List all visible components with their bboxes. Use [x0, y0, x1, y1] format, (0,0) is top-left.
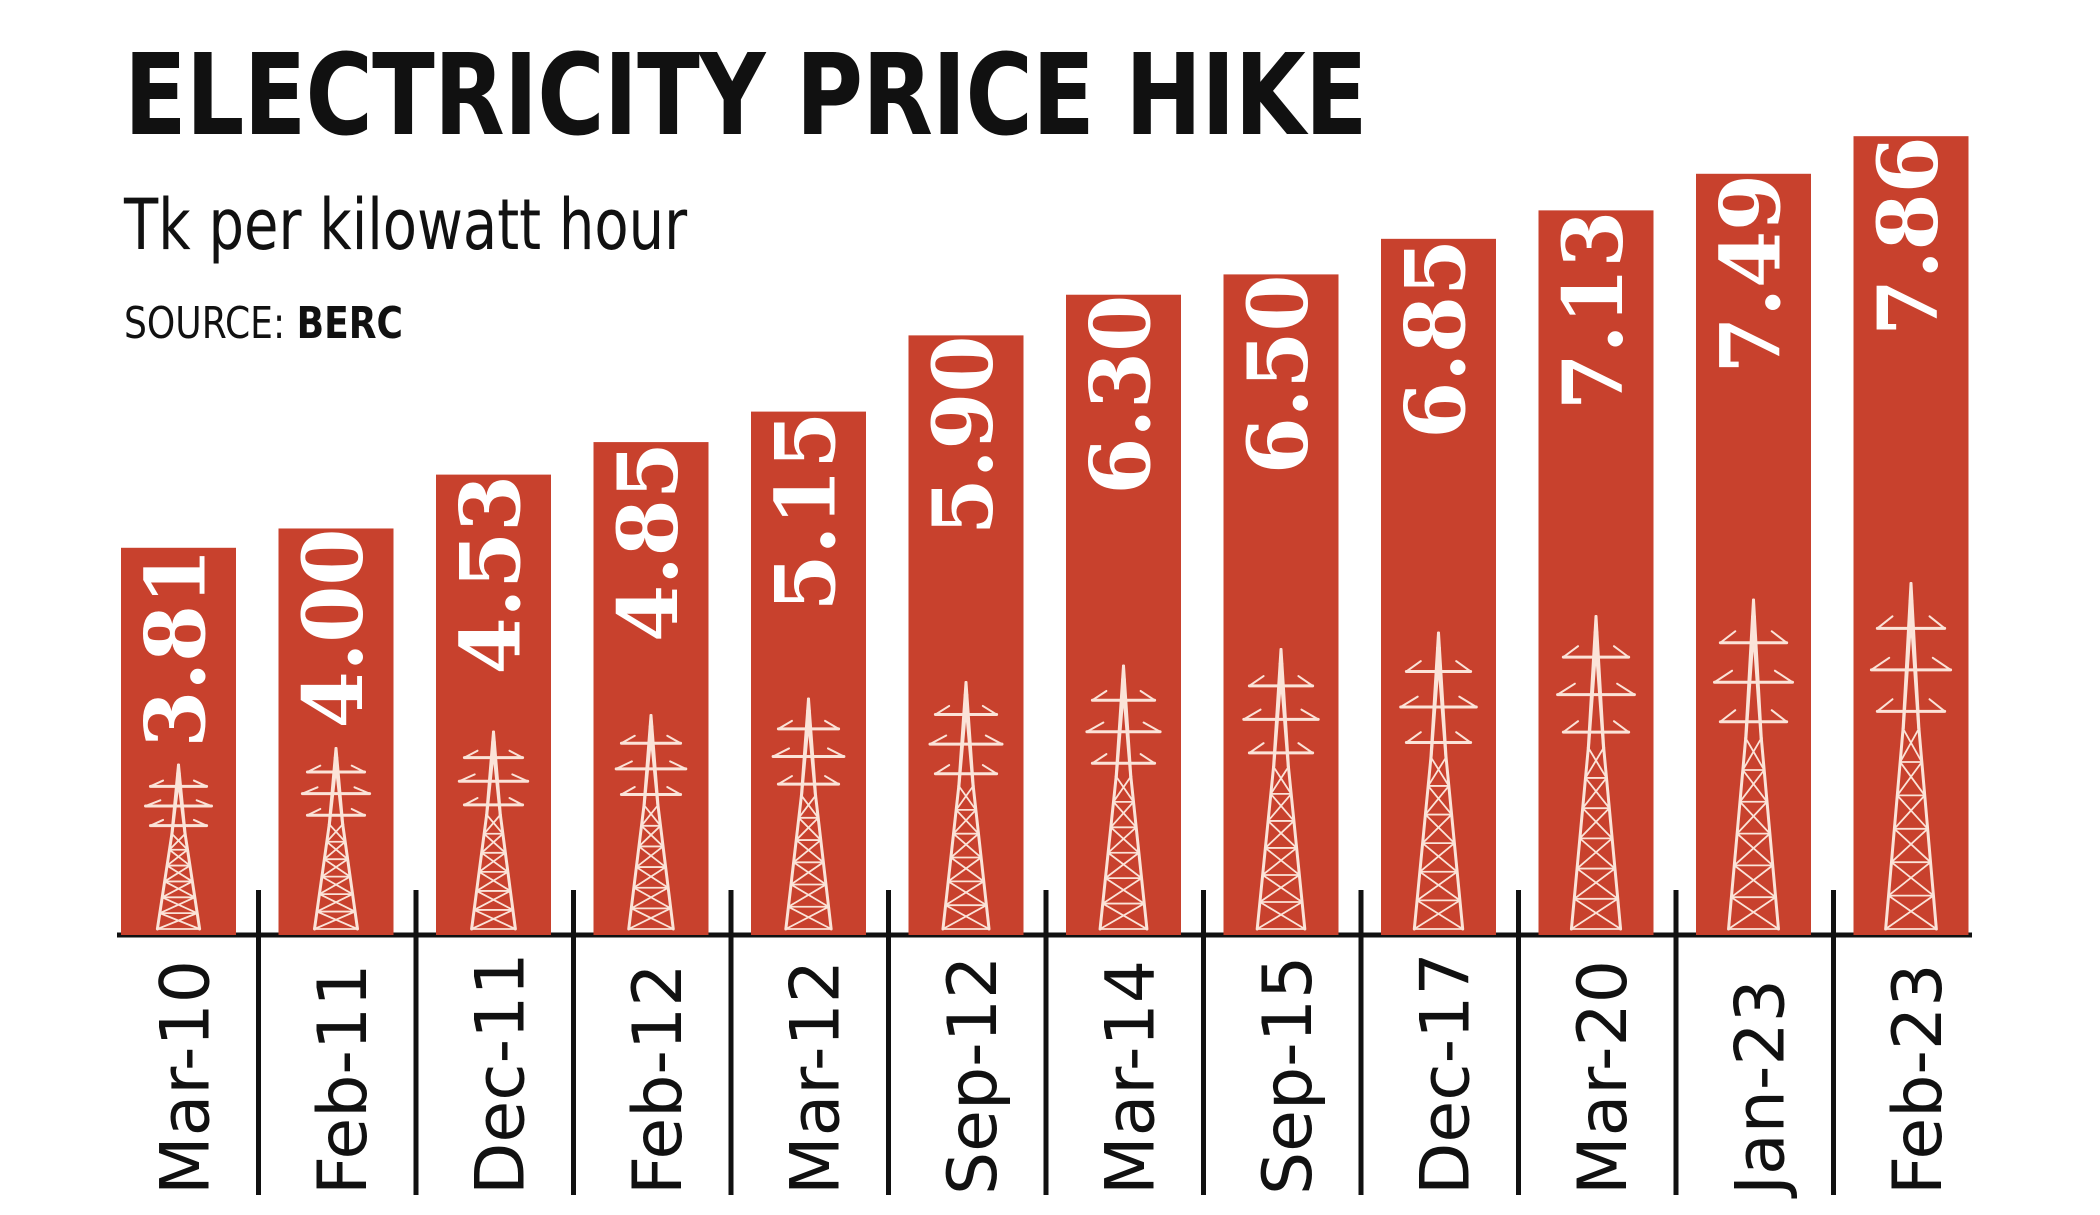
pylon-icon: [457, 730, 530, 931]
x-tick-label: Sep-15: [1249, 956, 1328, 1195]
x-tick-label: Dec-11: [462, 952, 541, 1195]
chart-subtitle: Tk per kilowatt hour: [124, 184, 688, 266]
bar-value-label: 4.53: [444, 475, 540, 675]
bar-value-label: 4.00: [286, 529, 382, 729]
x-tick-label: Feb-11: [304, 964, 383, 1195]
bar-value-label: 7.86: [1861, 136, 1957, 336]
pylon-icon: [928, 681, 1004, 931]
x-tick-label: Feb-23: [1879, 964, 1958, 1195]
source-name: BERC: [296, 298, 404, 349]
bar: [751, 411, 866, 935]
x-tick-label: Sep-12: [934, 956, 1013, 1195]
x-tick-label: Jan-23: [1722, 979, 1801, 1199]
x-tick-label: Mar-10: [147, 960, 226, 1195]
pylon-icon: [1713, 598, 1794, 931]
pylon-icon: [771, 697, 846, 931]
source-prefix: SOURCE:: [124, 298, 286, 349]
bar-value-label: 5.15: [759, 412, 855, 612]
x-tick-label: Mar-14: [1092, 960, 1171, 1195]
bar: [1381, 238, 1496, 935]
chart-title: ELECTRICITY PRICE HIKE: [124, 31, 1368, 161]
bar: [1853, 136, 1969, 935]
pylon-icon: [614, 714, 688, 931]
pylon-icon: [1242, 648, 1320, 931]
bar-value-label: 4.85: [601, 442, 697, 642]
pylon-icon: [1869, 582, 1953, 931]
bar: [593, 442, 709, 935]
bar-value-label: 3.81: [129, 548, 225, 748]
pylon-icon: [300, 747, 372, 931]
bar-value-label: 6.50: [1231, 275, 1327, 475]
bar-value-label: 7.13: [1546, 211, 1642, 411]
pylon-icon: [1399, 631, 1478, 931]
pylon-icon: [1085, 664, 1162, 931]
bar: [1696, 173, 1811, 936]
bar: [1066, 294, 1181, 935]
bar-value-label: 5.90: [916, 336, 1012, 536]
bar: [436, 474, 551, 935]
x-tick-label: Mar-20: [1564, 960, 1643, 1195]
bar-value-label: 6.30: [1074, 295, 1170, 495]
bar-value-label: 6.85: [1389, 239, 1485, 439]
x-tick-label: Mar-12: [777, 960, 856, 1195]
pylon-icon: [1556, 615, 1636, 931]
pylon-icon: [144, 763, 213, 931]
x-tick-label: Feb-12: [619, 964, 698, 1195]
bar: [121, 547, 236, 935]
bar: [1223, 274, 1339, 935]
chart-source: SOURCE: BERC: [124, 302, 403, 346]
bar-value-label: 7.49: [1704, 174, 1800, 374]
bar: [1538, 210, 1654, 935]
x-tick-label: Dec-17: [1407, 952, 1486, 1195]
bar: [908, 335, 1024, 935]
